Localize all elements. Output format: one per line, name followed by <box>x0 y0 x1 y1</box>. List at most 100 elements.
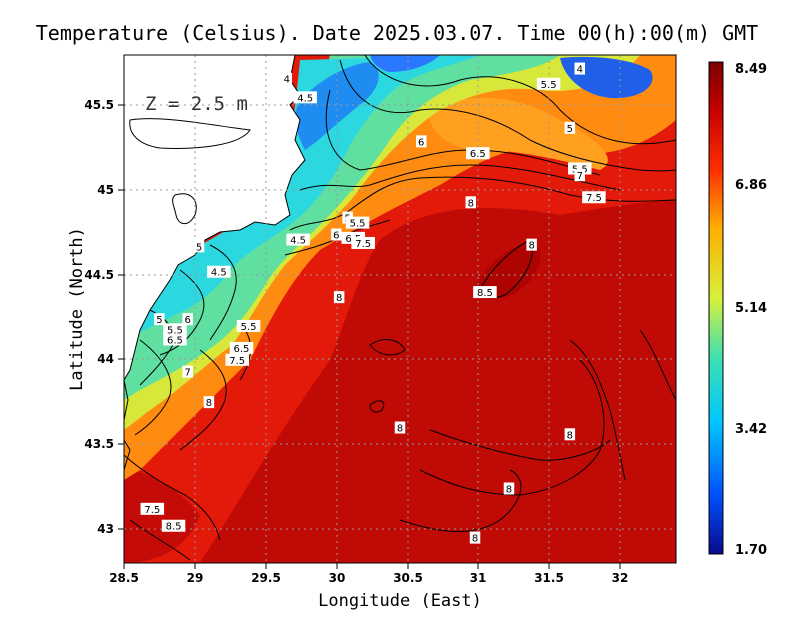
contour-label-text: 7.5 <box>229 356 245 367</box>
contour-label: 8 <box>526 238 537 252</box>
contour-label-text: 4.5 <box>297 93 313 104</box>
contour-label-text: 5 <box>156 315 162 326</box>
contour-label-text: 5.5 <box>167 325 183 336</box>
contour-label-text: 8 <box>567 430 573 441</box>
contour-label-text: 7 <box>185 368 191 379</box>
contour-label: 7 <box>182 365 193 379</box>
contour-label: 7.5 <box>140 502 165 516</box>
colorbar-tick-label: 5.14 <box>735 301 767 316</box>
contour-label-box <box>574 169 586 182</box>
contour-label-box <box>351 236 375 249</box>
contour-label-text: 6.5 <box>167 335 183 346</box>
y-tick-label: 45.5 <box>84 98 114 112</box>
contour-label-box <box>394 421 406 434</box>
contour-label: 8 <box>503 482 515 495</box>
green-band <box>124 55 560 400</box>
warm-southwest <box>124 470 200 563</box>
contour-label-text: 6 <box>333 230 339 241</box>
contour-label-box <box>182 313 193 326</box>
contour-labels: 44.55.54566.55.577.5855.566.57.54.5854.5… <box>140 62 606 545</box>
contour-label-box <box>526 238 537 251</box>
contour-label-text: 5 <box>567 124 573 135</box>
contour-label: 5.5 <box>236 319 261 333</box>
x-tick-label: 31.5 <box>534 571 564 585</box>
contour-label-text: 4.5 <box>290 236 306 247</box>
warm-core-region <box>200 200 676 563</box>
contour-label-text: 7 <box>577 171 583 182</box>
colorbar-tick-label: 8.49 <box>735 62 767 77</box>
contour-label: 8 <box>465 196 477 209</box>
contour-label-text: 8.5 <box>166 522 182 533</box>
contour-label: 4.5 <box>293 91 317 104</box>
plot-area: 44.55.54566.55.577.5855.566.57.54.5854.5… <box>124 55 676 563</box>
contour-label: 5 <box>193 240 205 253</box>
contour-label-box <box>163 333 187 346</box>
x-tick-label: 31 <box>470 571 487 585</box>
x-axis-title: Longitude (East) <box>318 591 482 611</box>
contour-label: 7.5 <box>351 236 375 250</box>
contour-label: 5.5 <box>163 323 187 336</box>
contour-label-text: 6.5 <box>234 344 250 355</box>
contour-label-text: 4.5 <box>211 268 227 279</box>
contour-label-box <box>564 121 576 134</box>
contour-label-text: 6 <box>185 315 191 326</box>
contour-label-text: 8.5 <box>477 288 493 299</box>
contour-label-text: 8 <box>472 534 478 545</box>
colorbar-tick-label: 1.70 <box>735 543 767 558</box>
orange-tongue <box>429 97 608 170</box>
contour-label-box <box>564 428 576 441</box>
contour-label-box <box>286 233 310 246</box>
contour-label-box <box>207 265 231 278</box>
contour-label: 8.5 <box>473 286 497 299</box>
contour-label-box <box>568 162 592 175</box>
contour-label-text: 4 <box>284 75 290 86</box>
contour-label: 6 <box>182 313 193 326</box>
colorbar-tick-label: 3.42 <box>735 422 767 437</box>
contour-label: 6 <box>331 228 342 241</box>
contour-label: 8 <box>394 421 406 435</box>
contour-label: 4.5 <box>207 265 231 279</box>
contour-label: 8 <box>469 531 481 545</box>
cold-patch-top <box>370 55 440 72</box>
y-axis: 43 43.5 44 44.5 45 45.5 Latitude (North) <box>67 98 124 536</box>
y-tick-label: 44.5 <box>84 268 114 282</box>
y-axis-title: Latitude (North) <box>67 227 87 391</box>
contour-label: 6.5 <box>229 341 254 355</box>
contour-label-box <box>536 77 561 90</box>
contour-label: 7.5 <box>225 353 249 367</box>
colorbar-gradient <box>708 61 724 555</box>
contour-label-box <box>163 323 187 336</box>
contour-label-box <box>193 240 205 253</box>
contour-label-text: 8 <box>397 424 403 435</box>
contour-label-box <box>140 502 165 515</box>
contour-label: 7 <box>574 169 586 182</box>
contour-label-box <box>161 519 186 532</box>
y-tick-label: 43.5 <box>84 437 114 451</box>
contour-label-box <box>225 353 249 366</box>
colorbar-tick-label: 6.86 <box>735 178 767 193</box>
contour-label-text: 8 <box>206 398 212 409</box>
contour-label-text: 8 <box>468 198 474 209</box>
contour-label-text: 7.5 <box>355 239 371 250</box>
y-tick-label: 44 <box>97 352 114 366</box>
contour-label: 8 <box>203 396 215 409</box>
contour-label: 6.5 <box>466 147 490 160</box>
contour-label: 8 <box>333 291 345 304</box>
contour-label-text: 5 <box>196 242 202 253</box>
contour-label: 6 <box>415 135 427 148</box>
contour-label-text: 5.5 <box>241 322 257 333</box>
contour-label: 5 <box>154 313 165 326</box>
x-axis: 28.5 29 29.5 30 30.5 31 31.5 32 Longitud… <box>109 563 628 611</box>
plot-frame <box>123 54 677 564</box>
contour-label-box <box>236 319 261 332</box>
colorbar: 8.49 6.86 5.14 3.42 1.70 <box>708 61 767 558</box>
contour-label-box <box>503 482 515 495</box>
contour-label-box <box>465 196 477 209</box>
contour-label-box <box>582 191 606 204</box>
contour-label-box <box>281 72 293 85</box>
contour-label-text: 7.5 <box>144 505 160 516</box>
cold-patch-north <box>295 62 379 150</box>
contour-label: 8 <box>564 428 576 441</box>
contour-label-text: 8 <box>336 293 342 304</box>
